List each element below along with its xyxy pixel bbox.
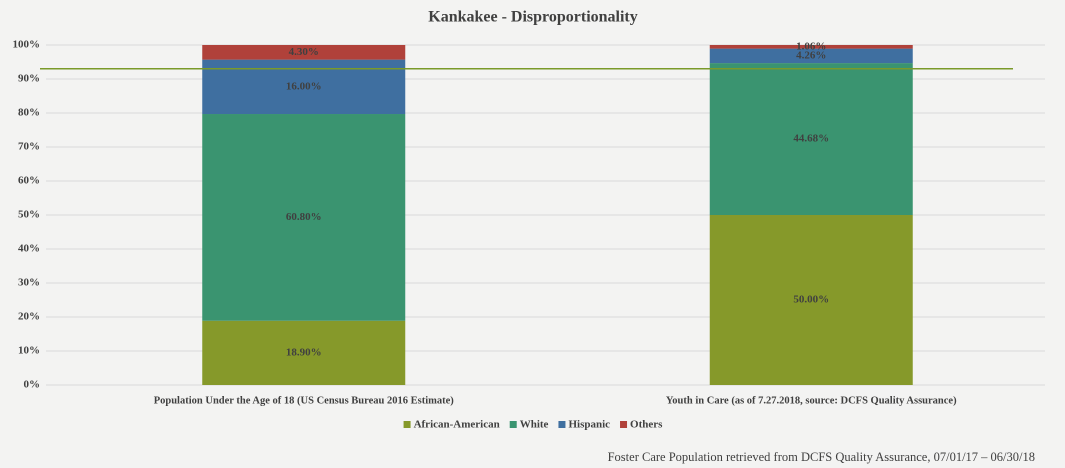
x-tick-label: Population Under the Age of 18 (US Censu… xyxy=(154,395,455,406)
legend-swatch xyxy=(620,421,628,428)
data-label: 4.26% xyxy=(796,49,826,61)
legend-label: White xyxy=(520,419,549,431)
bar-segment xyxy=(202,45,406,60)
y-tick-label: 70% xyxy=(18,141,40,153)
bar-segment xyxy=(709,45,913,49)
y-tick-label: 30% xyxy=(18,277,40,289)
data-label: 16.00% xyxy=(286,80,322,92)
legend-label: Others xyxy=(630,419,663,431)
legend-swatch xyxy=(403,421,411,428)
data-label: 18.90% xyxy=(286,346,322,358)
chart-title: Kankakee - Disproportionality xyxy=(428,9,638,26)
y-tick-label: 60% xyxy=(18,175,40,187)
x-tick-label: Youth in Care (as of 7.27.2018, source: … xyxy=(666,395,957,406)
y-tick-label: 40% xyxy=(18,243,40,255)
legend-swatch xyxy=(509,421,517,428)
y-tick-label: 90% xyxy=(18,73,40,85)
data-label: 60.80% xyxy=(286,211,322,223)
bar-segment xyxy=(709,48,913,64)
y-tick-label: 0% xyxy=(24,379,41,391)
bar-segment xyxy=(202,320,406,385)
legend: African-American White Hispanic Others xyxy=(403,419,663,431)
footnote: Foster Care Population retrieved from DC… xyxy=(608,450,1035,464)
y-tick-label: 100% xyxy=(13,39,41,51)
data-label: 44.68% xyxy=(793,133,829,145)
y-tick-label: 10% xyxy=(18,345,40,357)
y-tick-label: 80% xyxy=(18,107,40,119)
legend-label: Hispanic xyxy=(568,419,610,431)
bar-segment xyxy=(202,114,406,321)
y-tick-label: 20% xyxy=(18,311,40,323)
data-label: 50.00% xyxy=(793,294,829,306)
bar-segment xyxy=(709,63,913,216)
legend-label: African-American xyxy=(414,419,500,431)
bar-segment xyxy=(709,215,913,385)
legend-swatch xyxy=(558,421,566,428)
y-tick-label: 50% xyxy=(18,209,40,221)
data-label: 4.30% xyxy=(289,46,319,58)
data-label: 1.06% xyxy=(796,40,826,52)
